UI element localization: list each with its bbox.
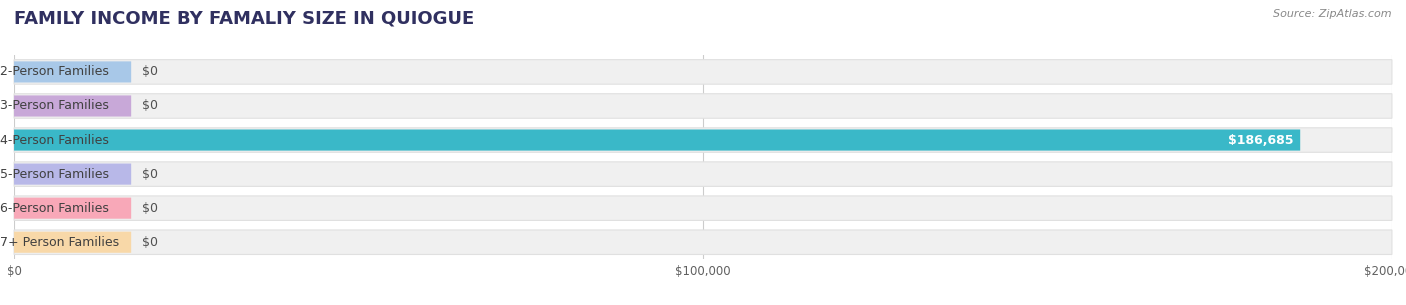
- FancyBboxPatch shape: [14, 130, 1301, 151]
- Text: 3-Person Families: 3-Person Families: [0, 99, 110, 113]
- FancyBboxPatch shape: [14, 232, 131, 253]
- Text: $0: $0: [142, 168, 159, 181]
- FancyBboxPatch shape: [14, 94, 1392, 118]
- Text: 6-Person Families: 6-Person Families: [0, 202, 110, 215]
- FancyBboxPatch shape: [14, 163, 131, 185]
- Text: 2-Person Families: 2-Person Families: [0, 66, 110, 78]
- Text: 4-Person Families: 4-Person Families: [0, 134, 110, 146]
- Text: $0: $0: [142, 202, 159, 215]
- FancyBboxPatch shape: [14, 230, 1392, 254]
- Text: $186,685: $186,685: [1227, 134, 1294, 146]
- FancyBboxPatch shape: [14, 61, 131, 82]
- FancyBboxPatch shape: [14, 198, 131, 219]
- FancyBboxPatch shape: [14, 95, 131, 117]
- Text: 7+ Person Families: 7+ Person Families: [0, 236, 120, 249]
- Text: $0: $0: [142, 99, 159, 113]
- Text: $0: $0: [142, 236, 159, 249]
- FancyBboxPatch shape: [14, 196, 1392, 221]
- Text: 5-Person Families: 5-Person Families: [0, 168, 110, 181]
- FancyBboxPatch shape: [14, 60, 1392, 84]
- FancyBboxPatch shape: [14, 128, 1392, 152]
- FancyBboxPatch shape: [14, 162, 1392, 186]
- Text: FAMILY INCOME BY FAMALIY SIZE IN QUIOGUE: FAMILY INCOME BY FAMALIY SIZE IN QUIOGUE: [14, 9, 474, 27]
- Text: $0: $0: [142, 66, 159, 78]
- Text: Source: ZipAtlas.com: Source: ZipAtlas.com: [1274, 9, 1392, 19]
